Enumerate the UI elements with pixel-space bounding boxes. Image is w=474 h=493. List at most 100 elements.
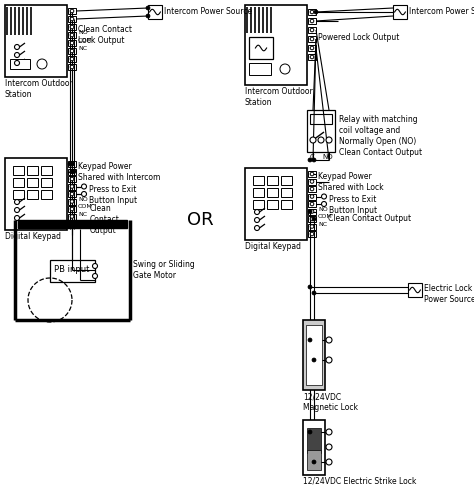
Circle shape xyxy=(70,17,74,21)
Bar xyxy=(307,450,321,469)
Circle shape xyxy=(321,194,327,199)
Text: Intercom Power Source: Intercom Power Source xyxy=(164,7,252,16)
Bar xyxy=(308,171,316,177)
Circle shape xyxy=(310,28,314,32)
Bar xyxy=(68,64,76,70)
Circle shape xyxy=(255,210,259,214)
Bar xyxy=(267,200,278,209)
Circle shape xyxy=(15,200,19,205)
Bar xyxy=(13,178,24,187)
Circle shape xyxy=(312,217,316,221)
Circle shape xyxy=(70,162,74,166)
Bar xyxy=(68,213,76,219)
Text: C: C xyxy=(310,154,315,160)
Text: NC: NC xyxy=(78,212,87,217)
Bar xyxy=(249,63,271,75)
Bar xyxy=(13,190,24,199)
Bar xyxy=(13,166,24,175)
Bar xyxy=(18,220,127,228)
Circle shape xyxy=(70,49,74,53)
Bar xyxy=(308,27,316,33)
Circle shape xyxy=(70,185,74,188)
Bar xyxy=(27,178,38,187)
Circle shape xyxy=(70,170,74,174)
Circle shape xyxy=(310,19,314,23)
Circle shape xyxy=(70,33,74,37)
Text: NO: NO xyxy=(318,207,328,212)
Bar xyxy=(308,186,316,192)
Circle shape xyxy=(312,291,316,295)
Circle shape xyxy=(15,61,19,66)
Bar xyxy=(308,223,316,230)
Circle shape xyxy=(310,55,314,59)
Circle shape xyxy=(310,137,316,143)
Text: NO: NO xyxy=(322,154,333,160)
Text: Clean Contact Output: Clean Contact Output xyxy=(328,214,411,223)
Bar xyxy=(281,188,292,197)
Circle shape xyxy=(255,217,259,222)
Bar xyxy=(68,169,76,175)
Text: Clean Contact
Lock Output: Clean Contact Lock Output xyxy=(78,25,132,45)
Circle shape xyxy=(70,207,74,211)
Circle shape xyxy=(310,46,314,50)
Circle shape xyxy=(70,170,74,174)
Circle shape xyxy=(312,158,316,162)
Bar xyxy=(245,168,307,240)
Text: NO: NO xyxy=(78,31,88,35)
Bar xyxy=(68,48,76,54)
Circle shape xyxy=(326,444,332,450)
Circle shape xyxy=(326,137,332,143)
Bar xyxy=(308,216,316,222)
Circle shape xyxy=(70,25,74,29)
Bar xyxy=(307,110,335,152)
Circle shape xyxy=(15,215,19,220)
Bar xyxy=(281,200,292,209)
Text: Digital Keypad: Digital Keypad xyxy=(245,242,301,251)
Circle shape xyxy=(280,64,290,74)
Circle shape xyxy=(92,263,98,269)
Bar xyxy=(267,188,278,197)
Circle shape xyxy=(70,9,74,13)
Text: Electric Lock
Power Source: Electric Lock Power Source xyxy=(424,284,474,304)
Bar xyxy=(68,221,76,227)
Bar xyxy=(308,209,316,214)
Bar xyxy=(308,18,316,24)
Bar xyxy=(245,5,307,85)
Circle shape xyxy=(318,137,324,143)
Bar xyxy=(68,56,76,62)
Text: COM: COM xyxy=(78,205,93,210)
Circle shape xyxy=(146,6,150,10)
Bar xyxy=(41,178,52,187)
Bar xyxy=(68,161,76,167)
Circle shape xyxy=(310,225,314,228)
Circle shape xyxy=(321,202,327,207)
Text: OR: OR xyxy=(187,211,213,229)
Bar xyxy=(308,36,316,42)
Circle shape xyxy=(308,285,312,289)
Bar xyxy=(303,320,325,390)
Bar xyxy=(303,420,325,475)
Bar xyxy=(306,325,322,385)
Circle shape xyxy=(70,177,74,181)
Bar xyxy=(41,166,52,175)
Circle shape xyxy=(326,459,332,465)
Bar xyxy=(27,166,38,175)
Bar xyxy=(68,16,76,22)
Text: Keypad Power
Shared with Lock: Keypad Power Shared with Lock xyxy=(318,172,383,192)
Bar xyxy=(308,9,316,15)
Bar xyxy=(5,158,67,230)
Circle shape xyxy=(310,37,314,41)
Circle shape xyxy=(146,14,150,18)
Circle shape xyxy=(70,200,74,203)
Text: NC: NC xyxy=(78,46,87,51)
Text: Intercom Outdoor
Station: Intercom Outdoor Station xyxy=(245,87,313,107)
Text: Keypad Power
Shared with Intercom: Keypad Power Shared with Intercom xyxy=(78,162,160,182)
Circle shape xyxy=(310,10,314,14)
Circle shape xyxy=(70,57,74,61)
Circle shape xyxy=(312,460,316,464)
Circle shape xyxy=(37,59,47,69)
Text: Clean
Contact
Output: Clean Contact Output xyxy=(90,204,120,235)
Text: NO: NO xyxy=(78,197,88,202)
Circle shape xyxy=(326,357,332,363)
Circle shape xyxy=(308,338,312,342)
